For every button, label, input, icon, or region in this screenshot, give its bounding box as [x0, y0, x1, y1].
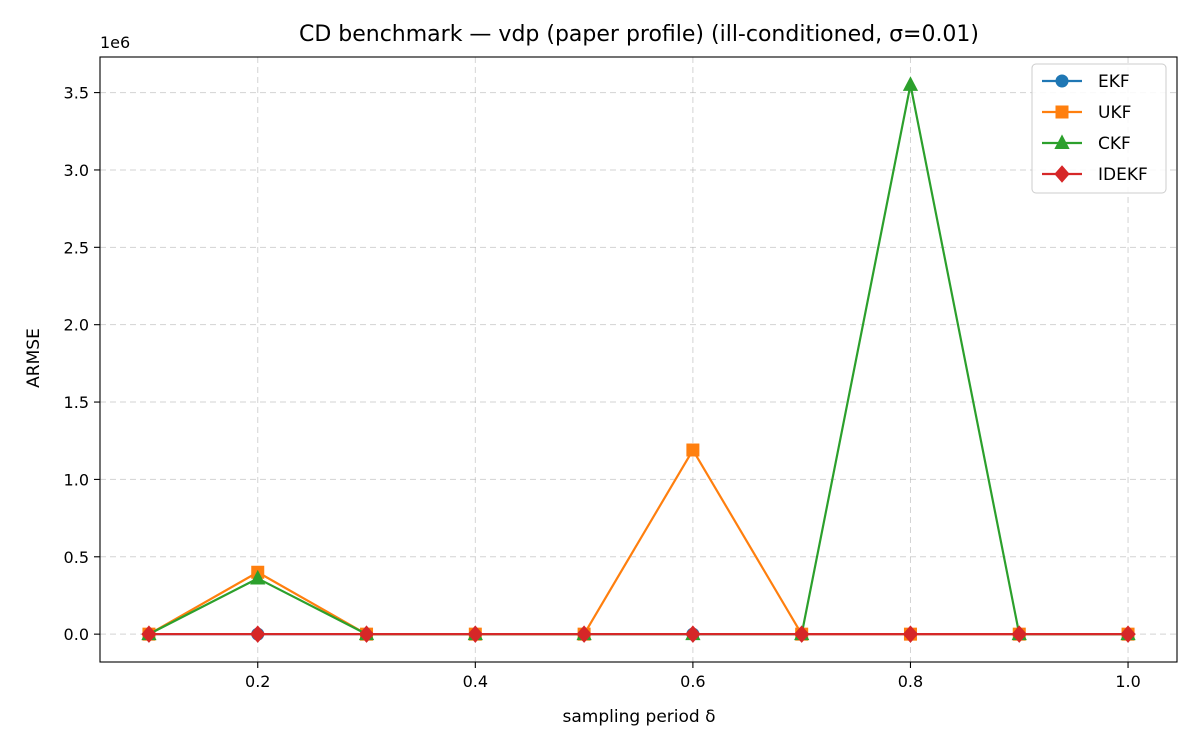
legend-item-idekf: IDEKF — [1042, 165, 1148, 185]
y-tick-label: 2.0 — [64, 316, 89, 335]
x-tick-label: 0.4 — [463, 672, 488, 691]
data-point-idekf — [1011, 625, 1027, 643]
x-tick-label: 0.2 — [245, 672, 270, 691]
legend-label-ukf: UKF — [1098, 103, 1131, 123]
legend-marker-idekf — [1054, 165, 1070, 183]
data-point-idekf — [794, 625, 810, 643]
data-point-ckf — [902, 76, 919, 91]
y-tick-label: 0.0 — [64, 625, 89, 644]
data-point-idekf — [685, 625, 701, 643]
y-tick-label: 1.5 — [64, 393, 89, 412]
chart-title: CD benchmark — vdp (paper profile) (ill-… — [299, 22, 979, 47]
legend-item-ekf: EKF — [1042, 72, 1130, 92]
series-line-ckf — [148, 83, 1129, 636]
y-tick-label: 2.5 — [64, 238, 89, 257]
series-ckf — [141, 76, 1136, 641]
data-point-idekf — [467, 625, 483, 643]
y-tick-label: 0.5 — [64, 548, 89, 567]
legend-item-ckf: CKF — [1042, 134, 1131, 154]
data-point-idekf — [1120, 625, 1136, 643]
legend-label-ekf: EKF — [1098, 72, 1130, 92]
legend-marker-ckf — [1054, 134, 1070, 149]
series-ukf — [142, 443, 1135, 641]
data-point-ckf — [250, 569, 266, 585]
legend-marker-ukf — [1055, 105, 1069, 119]
legend: EKF UKF CKF IDEKF — [1031, 63, 1167, 194]
series-layer — [141, 76, 1136, 643]
x-axis-label: sampling period δ — [563, 707, 716, 727]
series-idekf — [141, 625, 1136, 643]
y-tick-label: 1.0 — [64, 470, 89, 489]
x-tick-label: 0.8 — [898, 672, 923, 691]
series-line-ukf — [148, 448, 1129, 636]
y-tick-label: 3.0 — [64, 161, 89, 180]
x-tick-label: 0.6 — [680, 672, 705, 691]
data-point-idekf — [576, 625, 592, 643]
data-point-idekf — [902, 625, 919, 643]
ticks: 0.2 0.4 0.6 0.8 1.0 0.0 0.5 1.0 1.5 2.0 2.5 3.0 3.5 — [64, 84, 1141, 691]
legend-label-ckf: CKF — [1098, 134, 1131, 154]
x-tick-label: 1.0 — [1115, 672, 1140, 691]
data-point-idekf — [141, 625, 157, 643]
y-tick-label: 3.5 — [64, 84, 89, 103]
legend-box — [1031, 63, 1167, 194]
plot-frame — [99, 56, 1178, 663]
y-axis-offset-label: 1e6 — [100, 33, 130, 52]
data-point-idekf — [250, 625, 266, 643]
data-point-ukf — [686, 443, 700, 457]
data-point-idekf — [358, 625, 375, 643]
legend-label-idekf: IDEKF — [1098, 165, 1148, 185]
y-axis-label: ARMSE — [24, 328, 44, 388]
legend-item-ukf: UKF — [1042, 103, 1131, 123]
legend-marker-ekf — [1055, 74, 1069, 88]
